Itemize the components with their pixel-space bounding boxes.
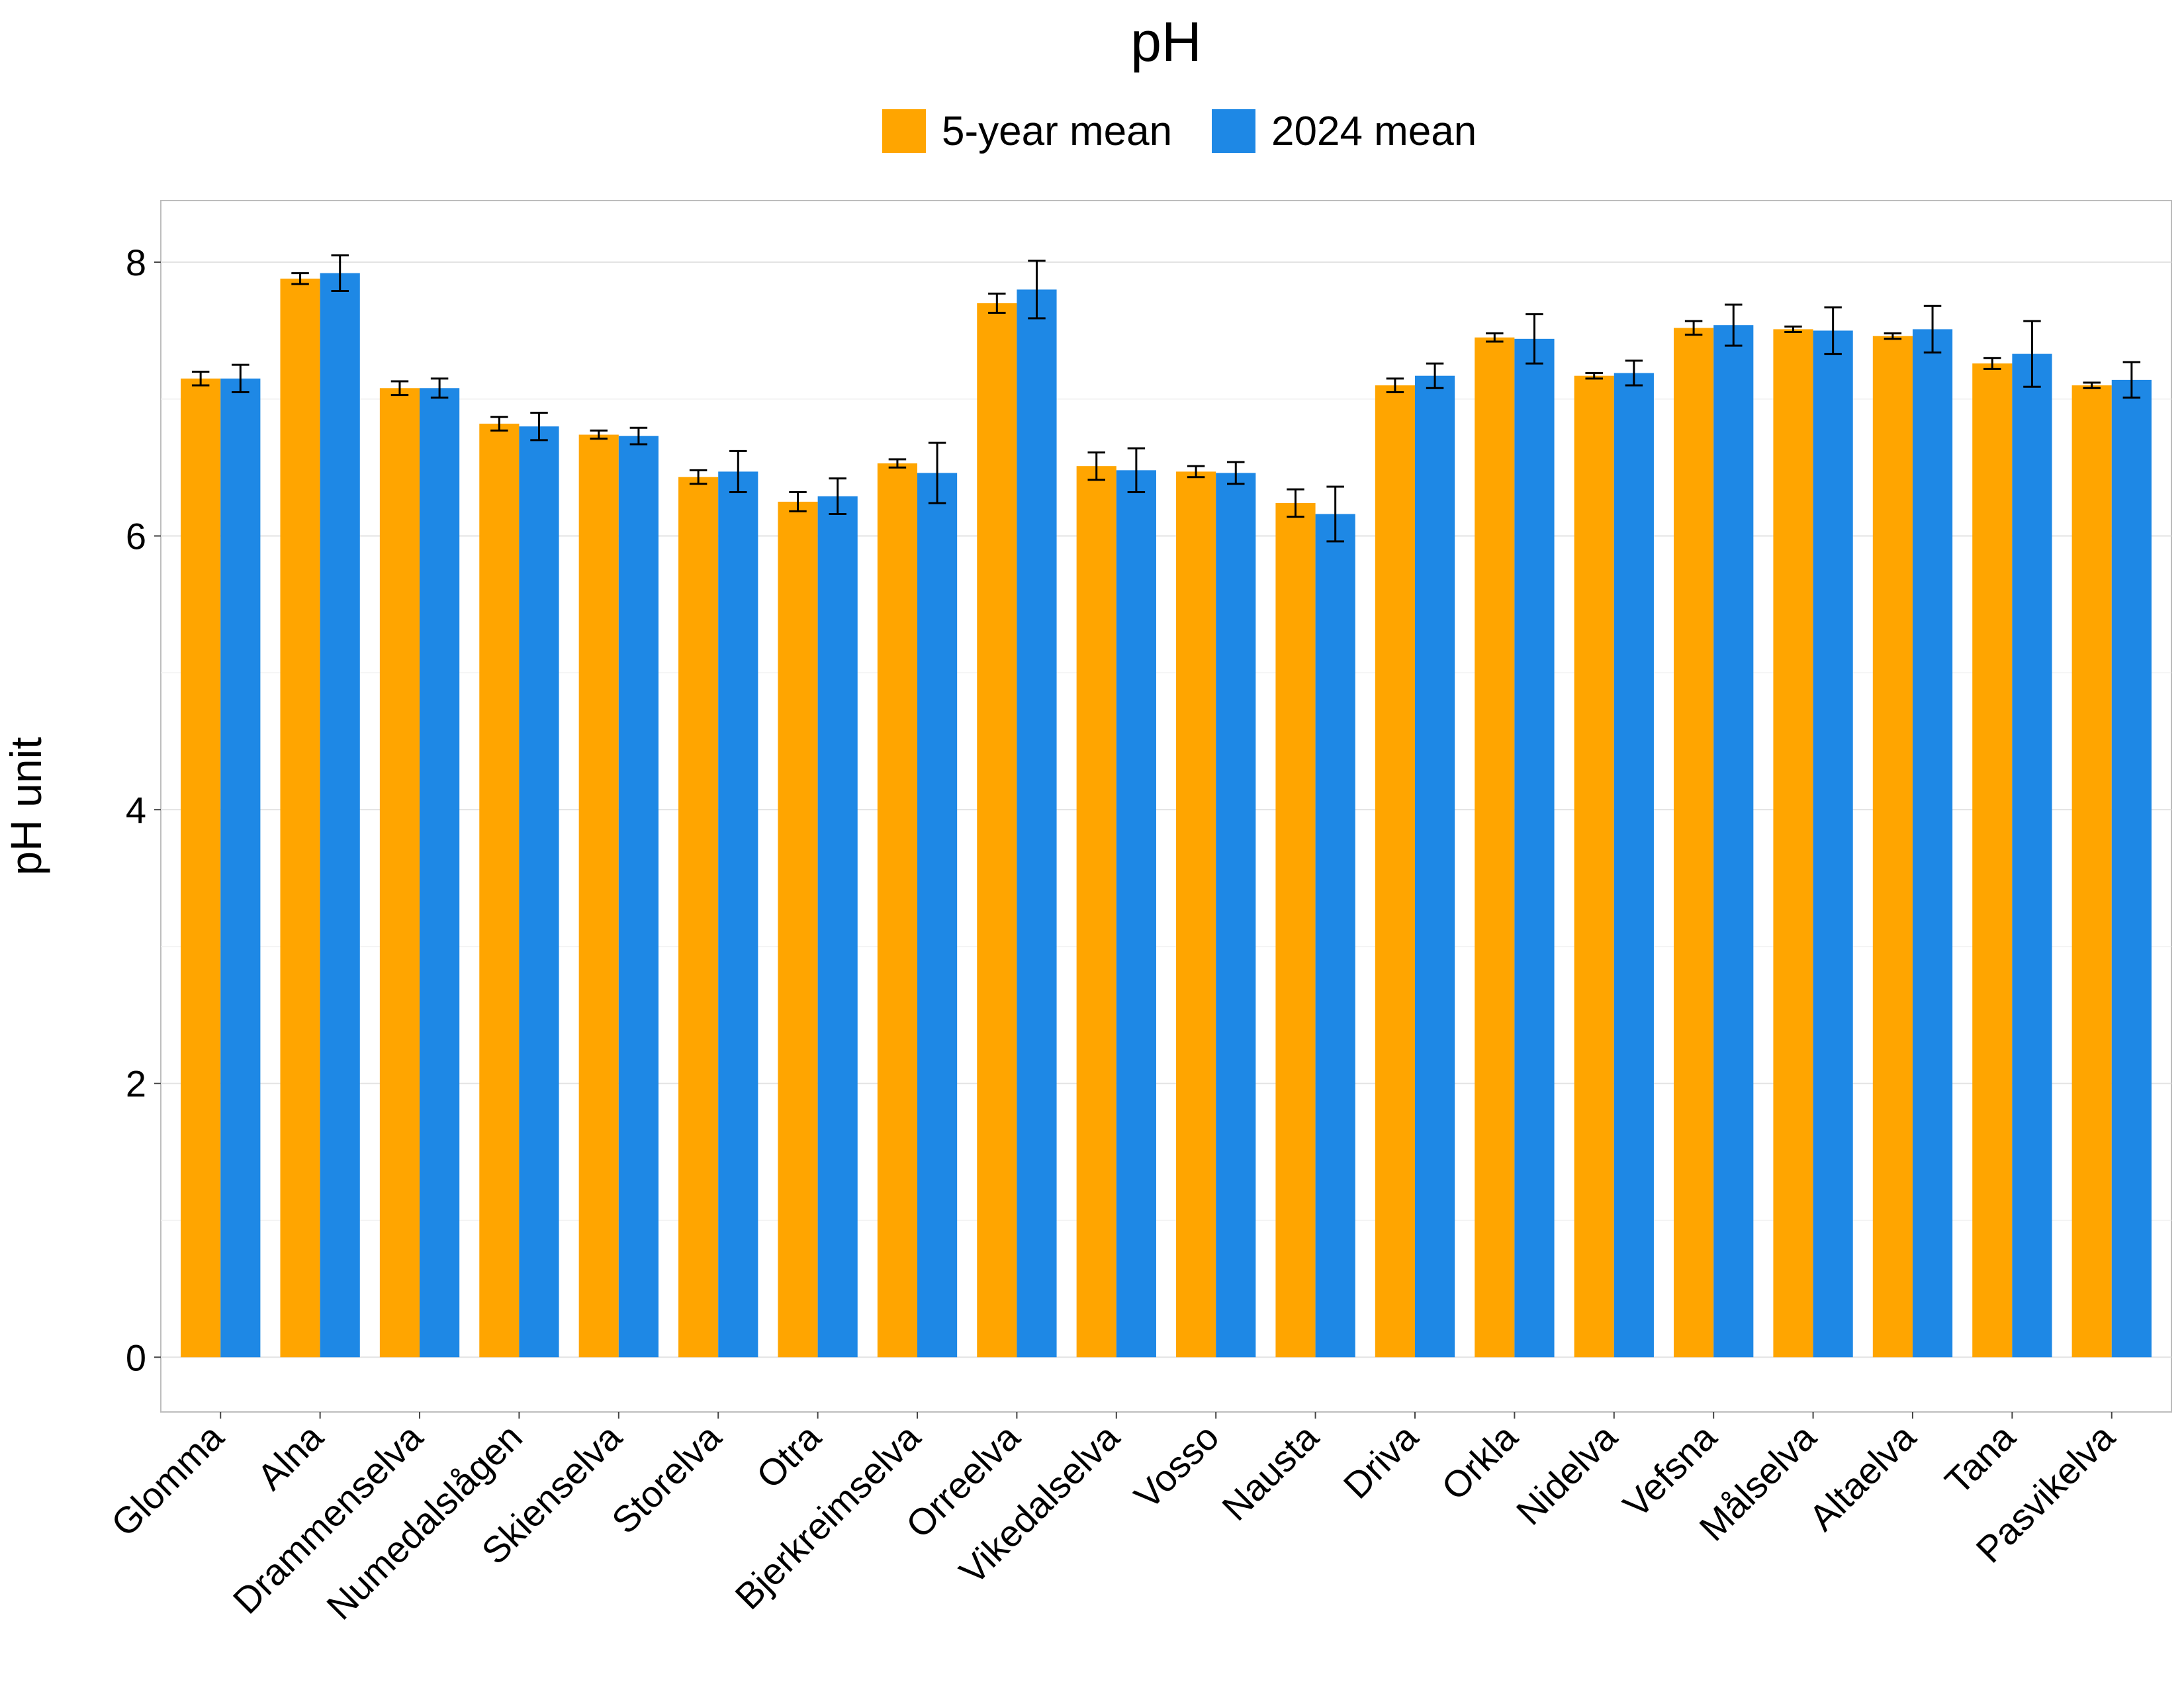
bar-year-2024 [320, 273, 360, 1358]
bar-five-year [280, 278, 320, 1358]
bar-five-year [578, 434, 619, 1358]
bar-five-year [479, 424, 520, 1358]
bar-five-year [977, 303, 1017, 1358]
bar-year-2024 [618, 436, 659, 1358]
y-tick-label: 0 [126, 1336, 146, 1378]
bar-year-2024 [1315, 514, 1355, 1358]
chart-title: pH [1130, 11, 1201, 73]
bar-year-2024 [1813, 330, 1853, 1358]
bar-five-year [1972, 363, 2013, 1358]
bar-year-2024 [1017, 289, 1057, 1358]
bar-five-year [877, 463, 918, 1358]
y-tick-label: 2 [126, 1063, 146, 1105]
bar-five-year [778, 501, 818, 1358]
bar-year-2024 [917, 473, 958, 1358]
y-tick-label: 8 [126, 242, 146, 283]
bar-five-year [1076, 466, 1116, 1358]
bar-five-year [1674, 328, 1714, 1358]
legend-swatch-1 [882, 109, 926, 153]
x-category-label: Altaelva [1801, 1415, 1924, 1538]
bar-year-2024 [2111, 379, 2152, 1358]
x-category-label: Alna [249, 1415, 331, 1497]
bar-year-2024 [817, 496, 858, 1358]
x-category-label: Nausta [1214, 1415, 1327, 1528]
x-category-label: Vosso [1126, 1416, 1226, 1517]
legend-label-2: 2024 mean [1271, 109, 1477, 154]
x-category-label: Storelva [604, 1415, 729, 1541]
y-tick-label: 4 [126, 789, 146, 831]
bar-year-2024 [1614, 373, 1654, 1358]
bar-five-year [1275, 502, 1316, 1358]
bar-year-2024 [220, 378, 261, 1358]
bar-five-year [1773, 329, 1813, 1358]
y-axis-label: pH unit [1, 737, 50, 875]
x-category-label: Tana [1936, 1415, 2023, 1502]
bar-five-year [678, 477, 719, 1358]
bar-year-2024 [1912, 329, 1953, 1358]
bar-five-year [181, 378, 221, 1358]
bar-year-2024 [1216, 473, 1256, 1358]
x-category-label: Glomma [103, 1415, 232, 1544]
plot-panel-border [160, 200, 2172, 1413]
bar-year-2024 [718, 471, 758, 1358]
bar-year-2024 [1116, 470, 1156, 1358]
x-category-label: Orkla [1433, 1415, 1526, 1508]
bar-five-year [1872, 336, 1913, 1358]
bar-year-2024 [1414, 375, 1455, 1358]
bar-year-2024 [1713, 325, 1754, 1358]
bar-year-2024 [519, 426, 559, 1358]
bar-five-year [2071, 385, 2112, 1358]
bar-five-year [379, 388, 420, 1358]
x-category-label: Otra [749, 1415, 829, 1496]
legend-swatch-2 [1212, 109, 1255, 153]
x-category-label: Driva [1336, 1415, 1427, 1507]
x-category-label: Nidelva [1508, 1415, 1625, 1532]
bar-year-2024 [420, 388, 460, 1358]
legend-label-1: 5-year mean [942, 109, 1172, 154]
bar-five-year [1574, 375, 1614, 1358]
bar-five-year [1475, 337, 1515, 1358]
bar-year-2024 [2012, 353, 2052, 1358]
bar-year-2024 [1514, 338, 1555, 1358]
bar-five-year [1176, 471, 1216, 1358]
bar-five-year [1375, 385, 1415, 1358]
y-tick-label: 6 [126, 516, 146, 557]
